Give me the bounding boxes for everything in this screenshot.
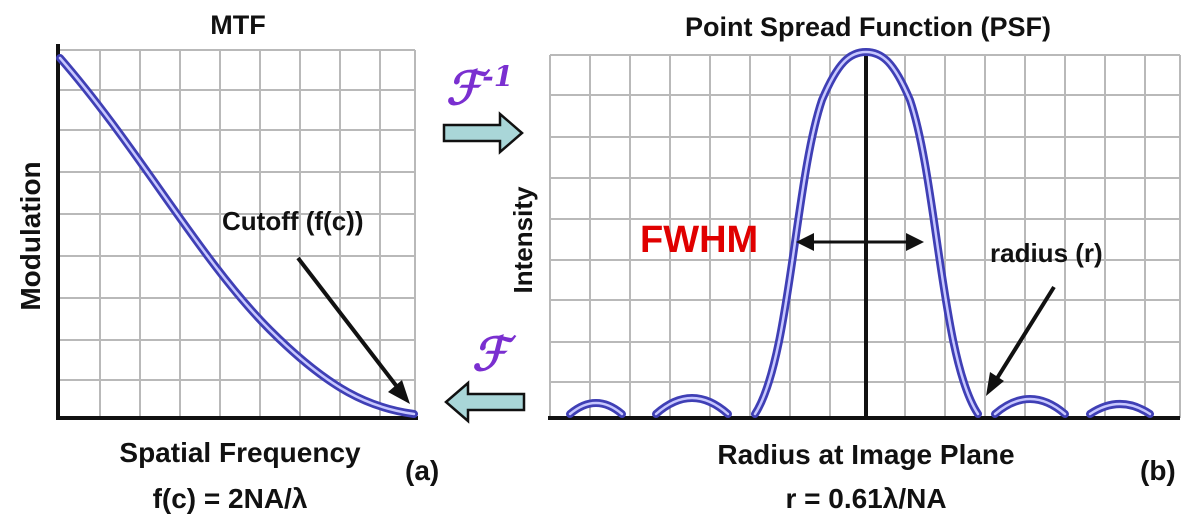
mtf-x-label: Spatial Frequency <box>119 437 361 468</box>
mtf-curve-highlight <box>58 56 416 416</box>
mtf-formula: f(c) = 2NA/λ <box>153 483 308 514</box>
mtf-title: MTF <box>210 10 265 40</box>
inverse-fourier-exponent: -1 <box>482 60 513 93</box>
mtf-panel-tag: (a) <box>405 455 439 486</box>
inverse-fourier-symbol: ℱ-1 <box>446 60 513 115</box>
psf-panel: Point Spread Function (PSF) Intensity FW… <box>508 12 1181 514</box>
right-arrow-icon <box>442 111 524 155</box>
fourier-symbol: ℱ <box>472 327 517 381</box>
mtf-panel: MTF Modulation Cutoff (f(c)) Spatial Fre… <box>15 10 439 514</box>
psf-formula: r = 0.61λ/NA <box>785 483 946 514</box>
psf-panel-tag: (b) <box>1140 455 1176 486</box>
cutoff-arrow <box>296 256 400 390</box>
cutoff-arrow-head <box>388 380 410 404</box>
mtf-y-label: Modulation <box>15 161 46 310</box>
radius-arrow-head <box>986 372 1004 396</box>
fwhm-arrow-right-head <box>906 233 924 251</box>
mtf-curve <box>56 54 418 418</box>
left-arrow-icon <box>444 380 526 424</box>
transform-arrows: ℱ-1 ℱ <box>442 60 526 424</box>
fwhm-label: FWHM <box>640 219 758 261</box>
radius-label: radius (r) <box>990 238 1103 268</box>
psf-title: Point Spread Function (PSF) <box>685 12 1051 42</box>
psf-curve-highlight <box>568 50 1152 416</box>
radius-arrow <box>994 285 1056 382</box>
psf-x-label: Radius at Image Plane <box>717 439 1014 470</box>
psf-y-label: Intensity <box>508 186 538 293</box>
mtf-cutoff-label: Cutoff (f(c)) <box>222 206 364 236</box>
fwhm-arrow-left-head <box>796 233 814 251</box>
